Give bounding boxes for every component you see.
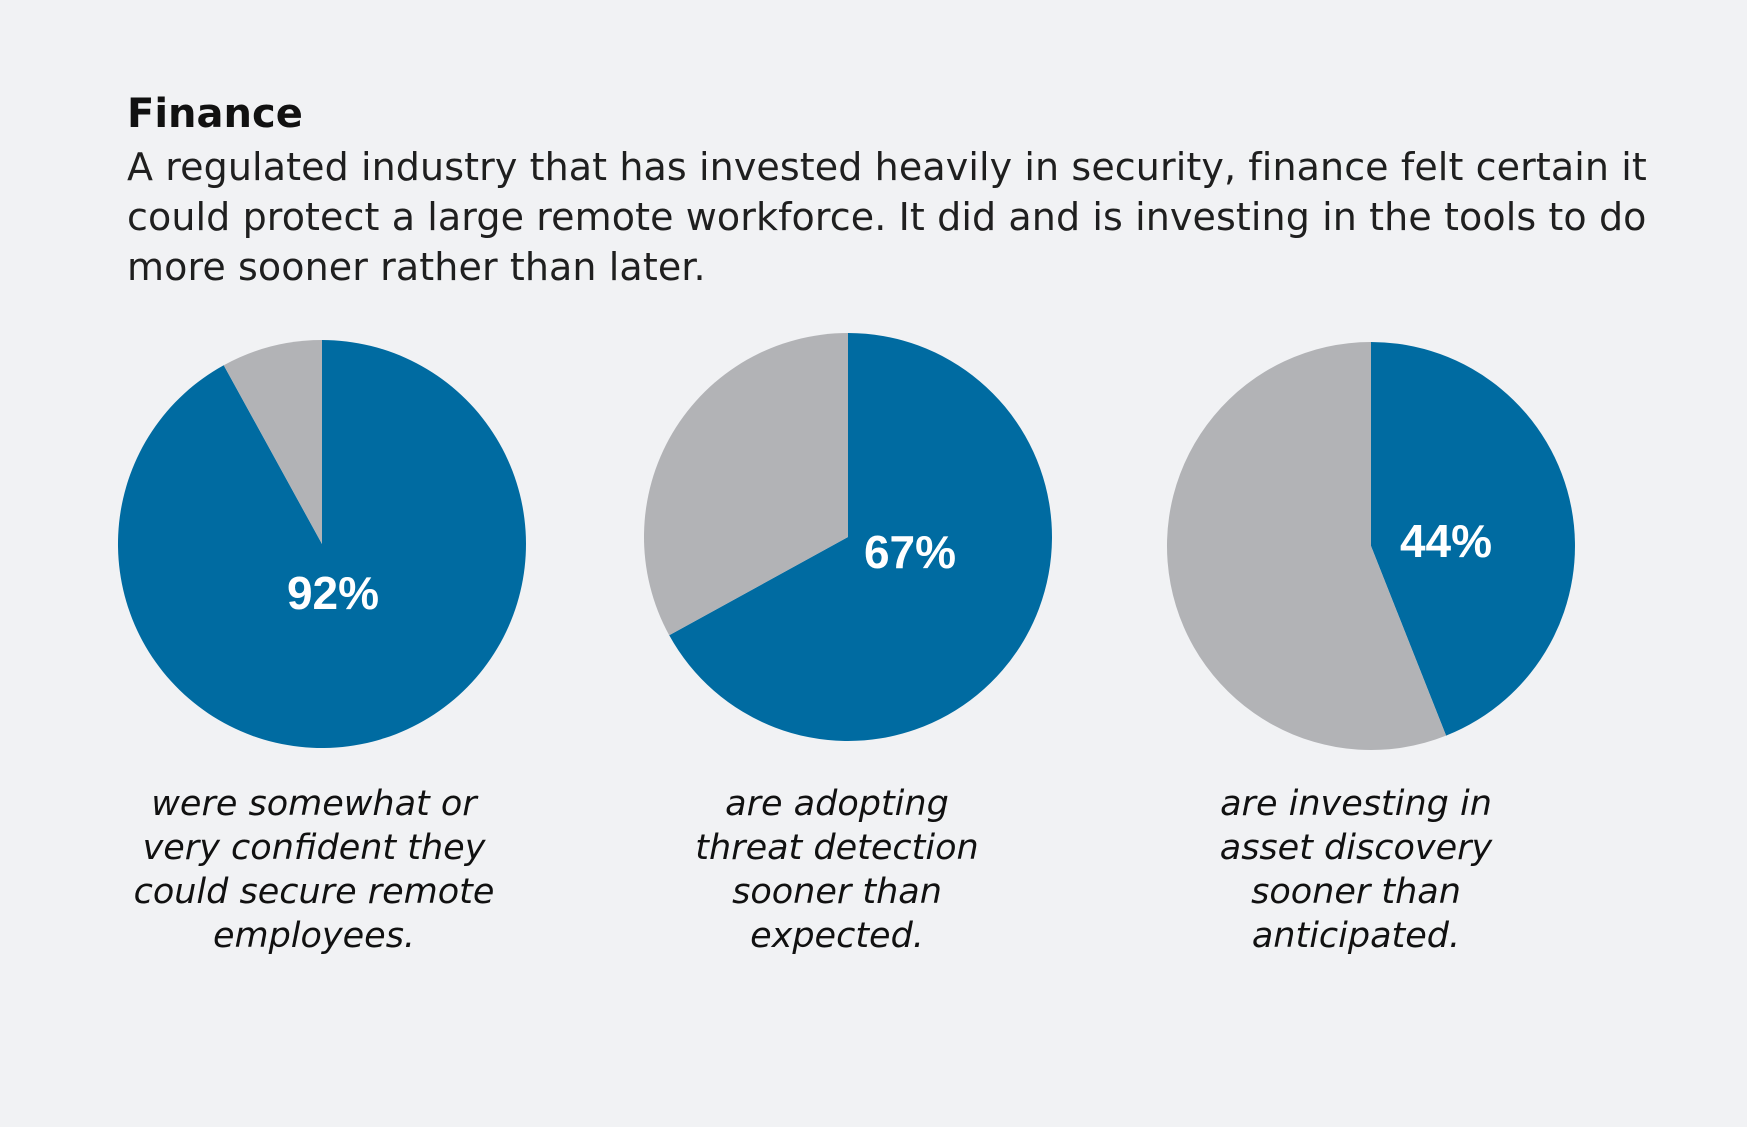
pie-3-percent-label: 44% — [1400, 515, 1492, 567]
pie-1-caption: were somewhat or very confident they cou… — [133, 784, 495, 956]
page-subtitle: A regulated industry that has invested h… — [127, 145, 1647, 289]
pie-1-slice-primary — [117, 340, 526, 748]
pie-3-caption: are investing in asset discovery sooner … — [1219, 784, 1493, 956]
pie-chart-1: 92% — [117, 340, 526, 748]
pie-2-slice-remainder — [643, 333, 848, 636]
pie-2-slice-primary — [669, 333, 1052, 742]
header: Finance A regulated industry that has in… — [127, 92, 1647, 292]
pie-3-slice-remainder — [1166, 342, 1447, 750]
pie-chart-3: 44% — [1166, 342, 1575, 750]
pie-1-percent-label: 92% — [287, 567, 379, 619]
pie-2-caption: are adopting threat detection sooner tha… — [695, 784, 979, 956]
page-title: Finance — [127, 91, 303, 137]
pie-chart-2: 67% — [643, 333, 1052, 742]
pie-1-slice-remainder — [223, 340, 322, 544]
pie-2-percent-label: 67% — [864, 526, 956, 578]
pie-3-slice-primary — [1371, 342, 1575, 736]
